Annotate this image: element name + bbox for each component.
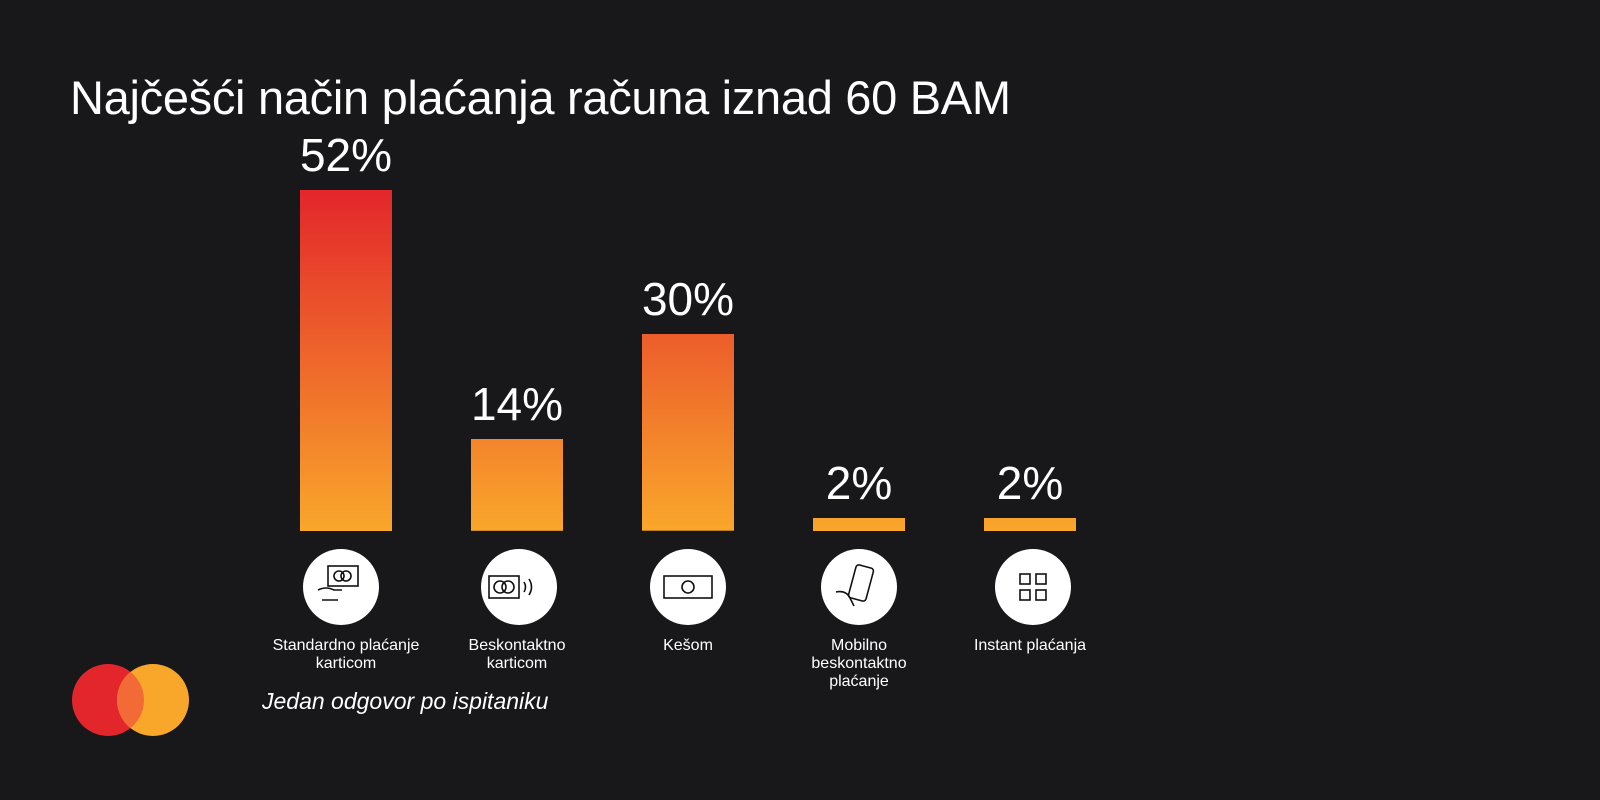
bar <box>642 334 734 531</box>
bar <box>471 439 563 531</box>
category-label: Instant plaćanja <box>973 637 1087 654</box>
bar <box>813 517 905 531</box>
value-label: 52% <box>299 129 393 181</box>
category-label: Standardno plaćanje karticom <box>272 637 420 672</box>
bar <box>300 190 392 531</box>
category-label: Kešom <box>663 637 713 654</box>
bar <box>984 517 1076 531</box>
value-label: 2% <box>825 456 893 509</box>
logo <box>72 664 189 736</box>
category-label: Beskontaktno karticom <box>468 637 566 672</box>
category-label: Mobilno beskontaktno plaćanje <box>811 637 907 690</box>
value-label: 14% <box>470 378 564 431</box>
chart-title: Najčešći način plaćanja računa iznad 60 … <box>70 71 1011 124</box>
note: Jedan odgovor po ispitaniku <box>262 688 549 714</box>
value-label: 30% <box>641 273 735 326</box>
value-label: 2% <box>996 456 1064 509</box>
icons <box>303 549 1071 625</box>
